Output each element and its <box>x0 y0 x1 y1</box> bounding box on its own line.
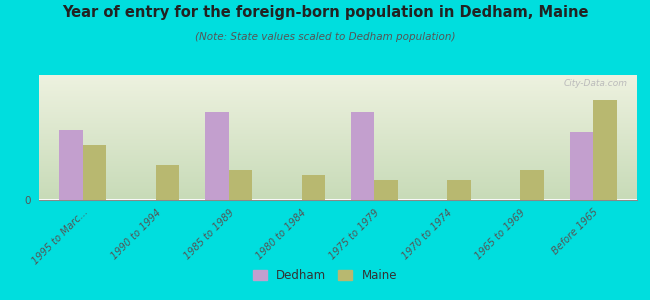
Bar <box>351 112 374 200</box>
Bar <box>302 175 325 200</box>
Bar <box>59 130 83 200</box>
Text: Year of entry for the foreign-born population in Dedham, Maine: Year of entry for the foreign-born popul… <box>62 4 588 20</box>
Bar <box>374 180 398 200</box>
Bar <box>520 169 543 200</box>
Bar <box>570 132 593 200</box>
Legend: Dedham, Maine: Dedham, Maine <box>248 264 402 286</box>
Bar <box>156 165 179 200</box>
Bar <box>83 145 106 200</box>
Bar <box>205 112 229 200</box>
Bar <box>593 100 617 200</box>
Bar <box>447 180 471 200</box>
Text: City-Data.com: City-Data.com <box>564 79 628 88</box>
Text: (Note: State values scaled to Dedham population): (Note: State values scaled to Dedham pop… <box>195 32 455 41</box>
Bar <box>229 169 252 200</box>
